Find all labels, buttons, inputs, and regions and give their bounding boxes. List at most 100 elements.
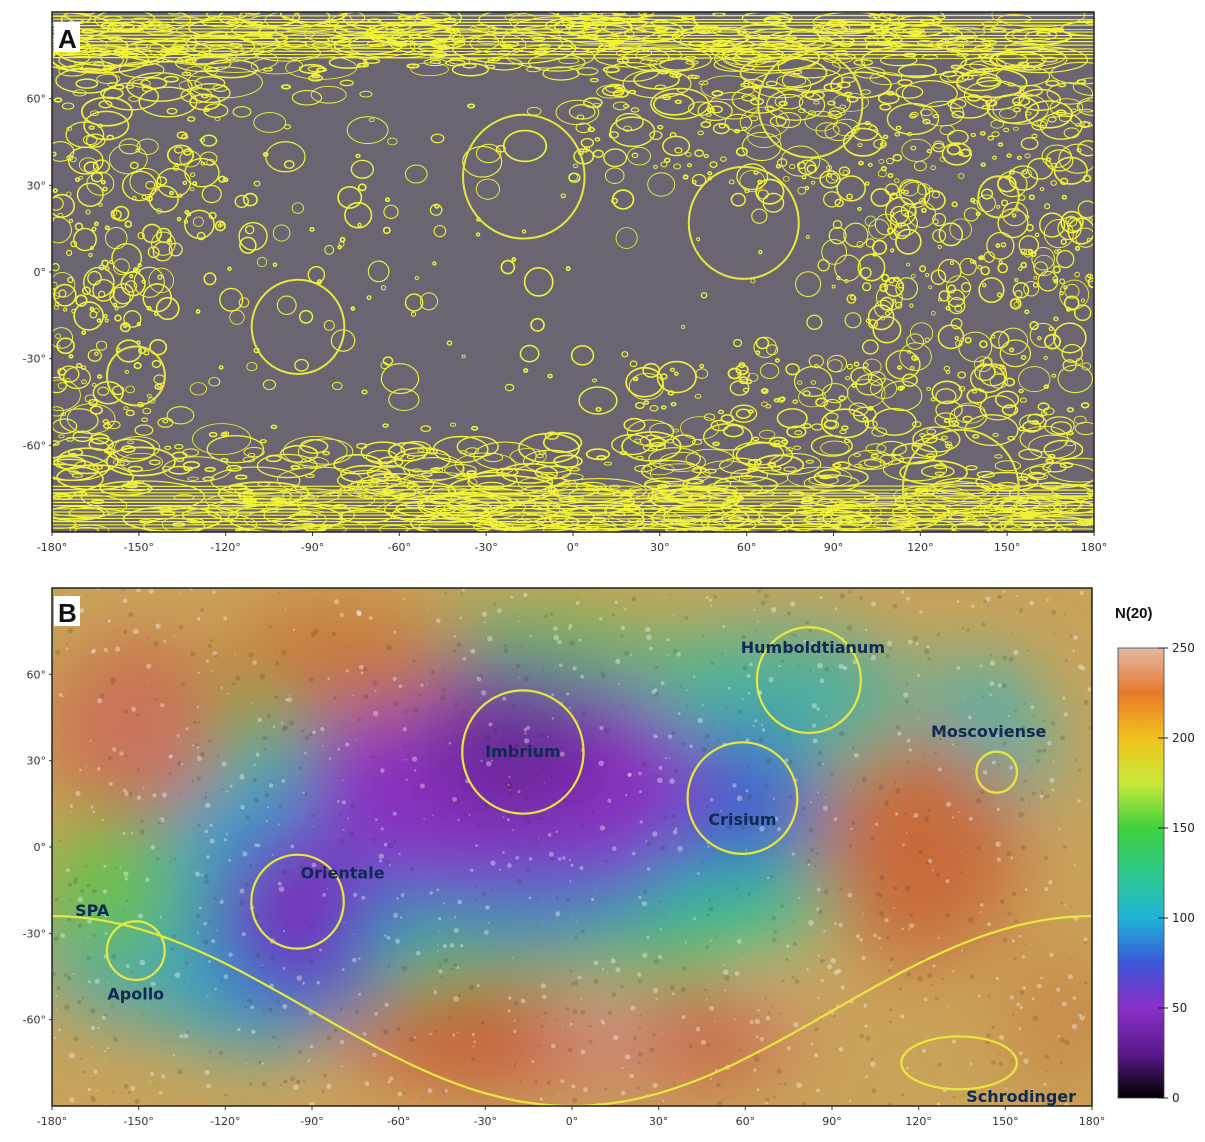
terrain-speckle bbox=[1020, 725, 1026, 731]
terrain-speckle bbox=[824, 797, 827, 799]
crater-outline bbox=[753, 170, 759, 175]
crater-outline bbox=[879, 103, 892, 111]
crater-outline bbox=[112, 258, 130, 276]
terrain-speckle bbox=[272, 725, 276, 729]
crater-outline bbox=[1050, 421, 1072, 435]
terrain-speckle bbox=[136, 795, 142, 800]
crater-outline bbox=[60, 412, 67, 417]
crater-outline bbox=[950, 317, 963, 330]
crater-outline bbox=[1047, 453, 1056, 459]
terrain-speckle bbox=[402, 727, 407, 732]
terrain-speckle bbox=[989, 681, 995, 686]
crater-outline bbox=[125, 84, 134, 89]
crater-outline bbox=[1006, 153, 1012, 158]
terrain-speckle bbox=[995, 976, 999, 981]
terrain-speckle bbox=[130, 832, 133, 835]
terrain-speckle bbox=[624, 607, 627, 611]
crater-outline bbox=[764, 105, 775, 112]
crater-outline bbox=[138, 86, 198, 118]
crater-outline bbox=[779, 396, 786, 402]
terrain-speckle bbox=[742, 951, 745, 954]
terrain-speckle bbox=[764, 997, 767, 1000]
crater-outline bbox=[410, 311, 417, 317]
terrain-speckle bbox=[262, 1008, 265, 1011]
terrain-speckle bbox=[108, 982, 110, 984]
crater-outline bbox=[93, 221, 99, 227]
terrain-speckle bbox=[849, 790, 851, 792]
terrain-speckle bbox=[604, 859, 608, 863]
crater-outline bbox=[333, 454, 383, 475]
crater-outline bbox=[68, 507, 110, 519]
terrain-speckle bbox=[939, 737, 942, 741]
terrain-speckle bbox=[207, 644, 212, 648]
crater-outline bbox=[216, 500, 267, 514]
basin-label-crisium: Crisium bbox=[708, 810, 776, 829]
terrain-speckle bbox=[839, 887, 843, 891]
terrain-speckle bbox=[514, 1061, 517, 1064]
terrain-speckle bbox=[475, 844, 478, 847]
terrain-speckle bbox=[611, 992, 617, 998]
terrain-speckle bbox=[1002, 590, 1006, 593]
terrain-speckle bbox=[620, 625, 626, 631]
terrain-speckle bbox=[326, 1035, 332, 1041]
terrain-speckle bbox=[572, 666, 577, 671]
terrain-speckle bbox=[197, 1062, 199, 1065]
crater-outline bbox=[728, 179, 735, 185]
colorbar-tick-label: 50 bbox=[1172, 1001, 1187, 1015]
crater-outline bbox=[1059, 290, 1064, 296]
terrain-speckle bbox=[600, 1019, 604, 1022]
terrain-speckle bbox=[543, 782, 545, 784]
terrain-speckle bbox=[112, 1036, 118, 1042]
terrain-speckle bbox=[1064, 659, 1068, 662]
crater-outline bbox=[700, 292, 708, 299]
terrain-speckle bbox=[760, 600, 766, 606]
terrain-speckle bbox=[836, 846, 838, 848]
terrain-speckle bbox=[1045, 1070, 1048, 1073]
crater-outline bbox=[647, 172, 676, 197]
terrain-speckle bbox=[180, 762, 184, 766]
terrain-speckle bbox=[302, 981, 305, 985]
terrain-speckle bbox=[185, 727, 189, 731]
terrain-speckle bbox=[395, 859, 397, 861]
terrain-speckle bbox=[191, 988, 193, 990]
terrain-speckle bbox=[480, 690, 487, 696]
terrain-speckle bbox=[649, 1047, 655, 1053]
terrain-speckle bbox=[355, 1009, 360, 1014]
crater-outline bbox=[992, 155, 998, 160]
crater-outline bbox=[997, 208, 1029, 239]
terrain-speckle bbox=[621, 1067, 624, 1070]
terrain-speckle bbox=[932, 964, 936, 968]
basin-ring-apollo bbox=[105, 345, 166, 407]
terrain-speckle bbox=[852, 659, 857, 665]
terrain-speckle bbox=[614, 600, 618, 604]
terrain-speckle bbox=[490, 860, 496, 866]
terrain-speckle bbox=[272, 781, 275, 784]
crater-outline bbox=[1000, 242, 1007, 248]
terrain-speckle bbox=[309, 732, 313, 737]
terrain-speckle bbox=[814, 1027, 819, 1032]
crater-outline bbox=[987, 135, 995, 141]
terrain-speckle bbox=[384, 1002, 389, 1007]
crater-outline bbox=[846, 294, 857, 304]
crater-outline bbox=[163, 75, 179, 83]
terrain-speckle bbox=[621, 1090, 626, 1096]
crater-outline bbox=[1018, 61, 1030, 66]
density-blob bbox=[225, 602, 457, 718]
terrain-speckle bbox=[97, 1026, 100, 1030]
terrain-speckle bbox=[397, 1091, 403, 1097]
terrain-speckle bbox=[659, 928, 662, 931]
terrain-speckle bbox=[300, 864, 306, 870]
terrain-speckle bbox=[1083, 700, 1089, 705]
terrain-speckle bbox=[978, 994, 981, 998]
crater-outline bbox=[168, 240, 173, 245]
terrain-speckle bbox=[92, 810, 95, 813]
crater-outline bbox=[109, 286, 131, 308]
terrain-speckle bbox=[565, 897, 570, 902]
crater-outline bbox=[1027, 471, 1046, 479]
terrain-speckle bbox=[601, 967, 605, 971]
terrain-speckle bbox=[571, 1097, 578, 1103]
terrain-speckle bbox=[905, 682, 909, 685]
terrain-speckle bbox=[264, 792, 270, 798]
crater-outline bbox=[1088, 218, 1093, 222]
